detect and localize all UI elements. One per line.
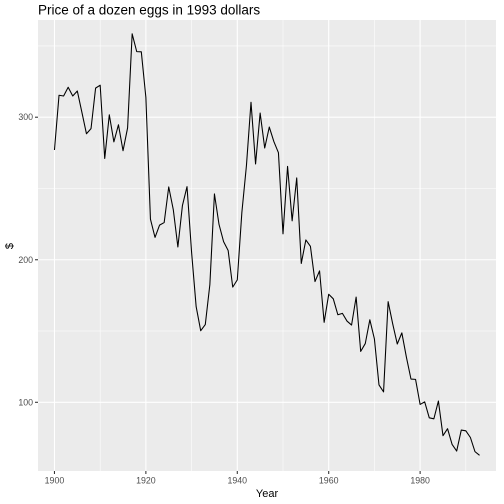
x-tick-label: 1920 — [136, 476, 156, 486]
x-tick-label: 1960 — [319, 476, 339, 486]
x-axis: 1900 1920 1940 1960 1980 — [45, 471, 430, 486]
y-tick-label: 200 — [18, 255, 33, 265]
x-axis-title: Year — [256, 488, 279, 500]
plot-panel — [38, 20, 496, 471]
x-tick-label: 1940 — [228, 476, 248, 486]
minor-gridlines — [38, 20, 496, 471]
x-tick-label: 1980 — [410, 476, 430, 486]
y-tick-label: 300 — [18, 112, 33, 122]
y-tick-label: 100 — [18, 397, 33, 407]
y-axis: 100 200 300 — [18, 112, 38, 407]
y-axis-title: $ — [4, 243, 16, 249]
x-tick-label: 1900 — [45, 476, 65, 486]
chart-title: Price of a dozen eggs in 1993 dollars — [38, 3, 260, 18]
series-line — [53, 33, 480, 456]
